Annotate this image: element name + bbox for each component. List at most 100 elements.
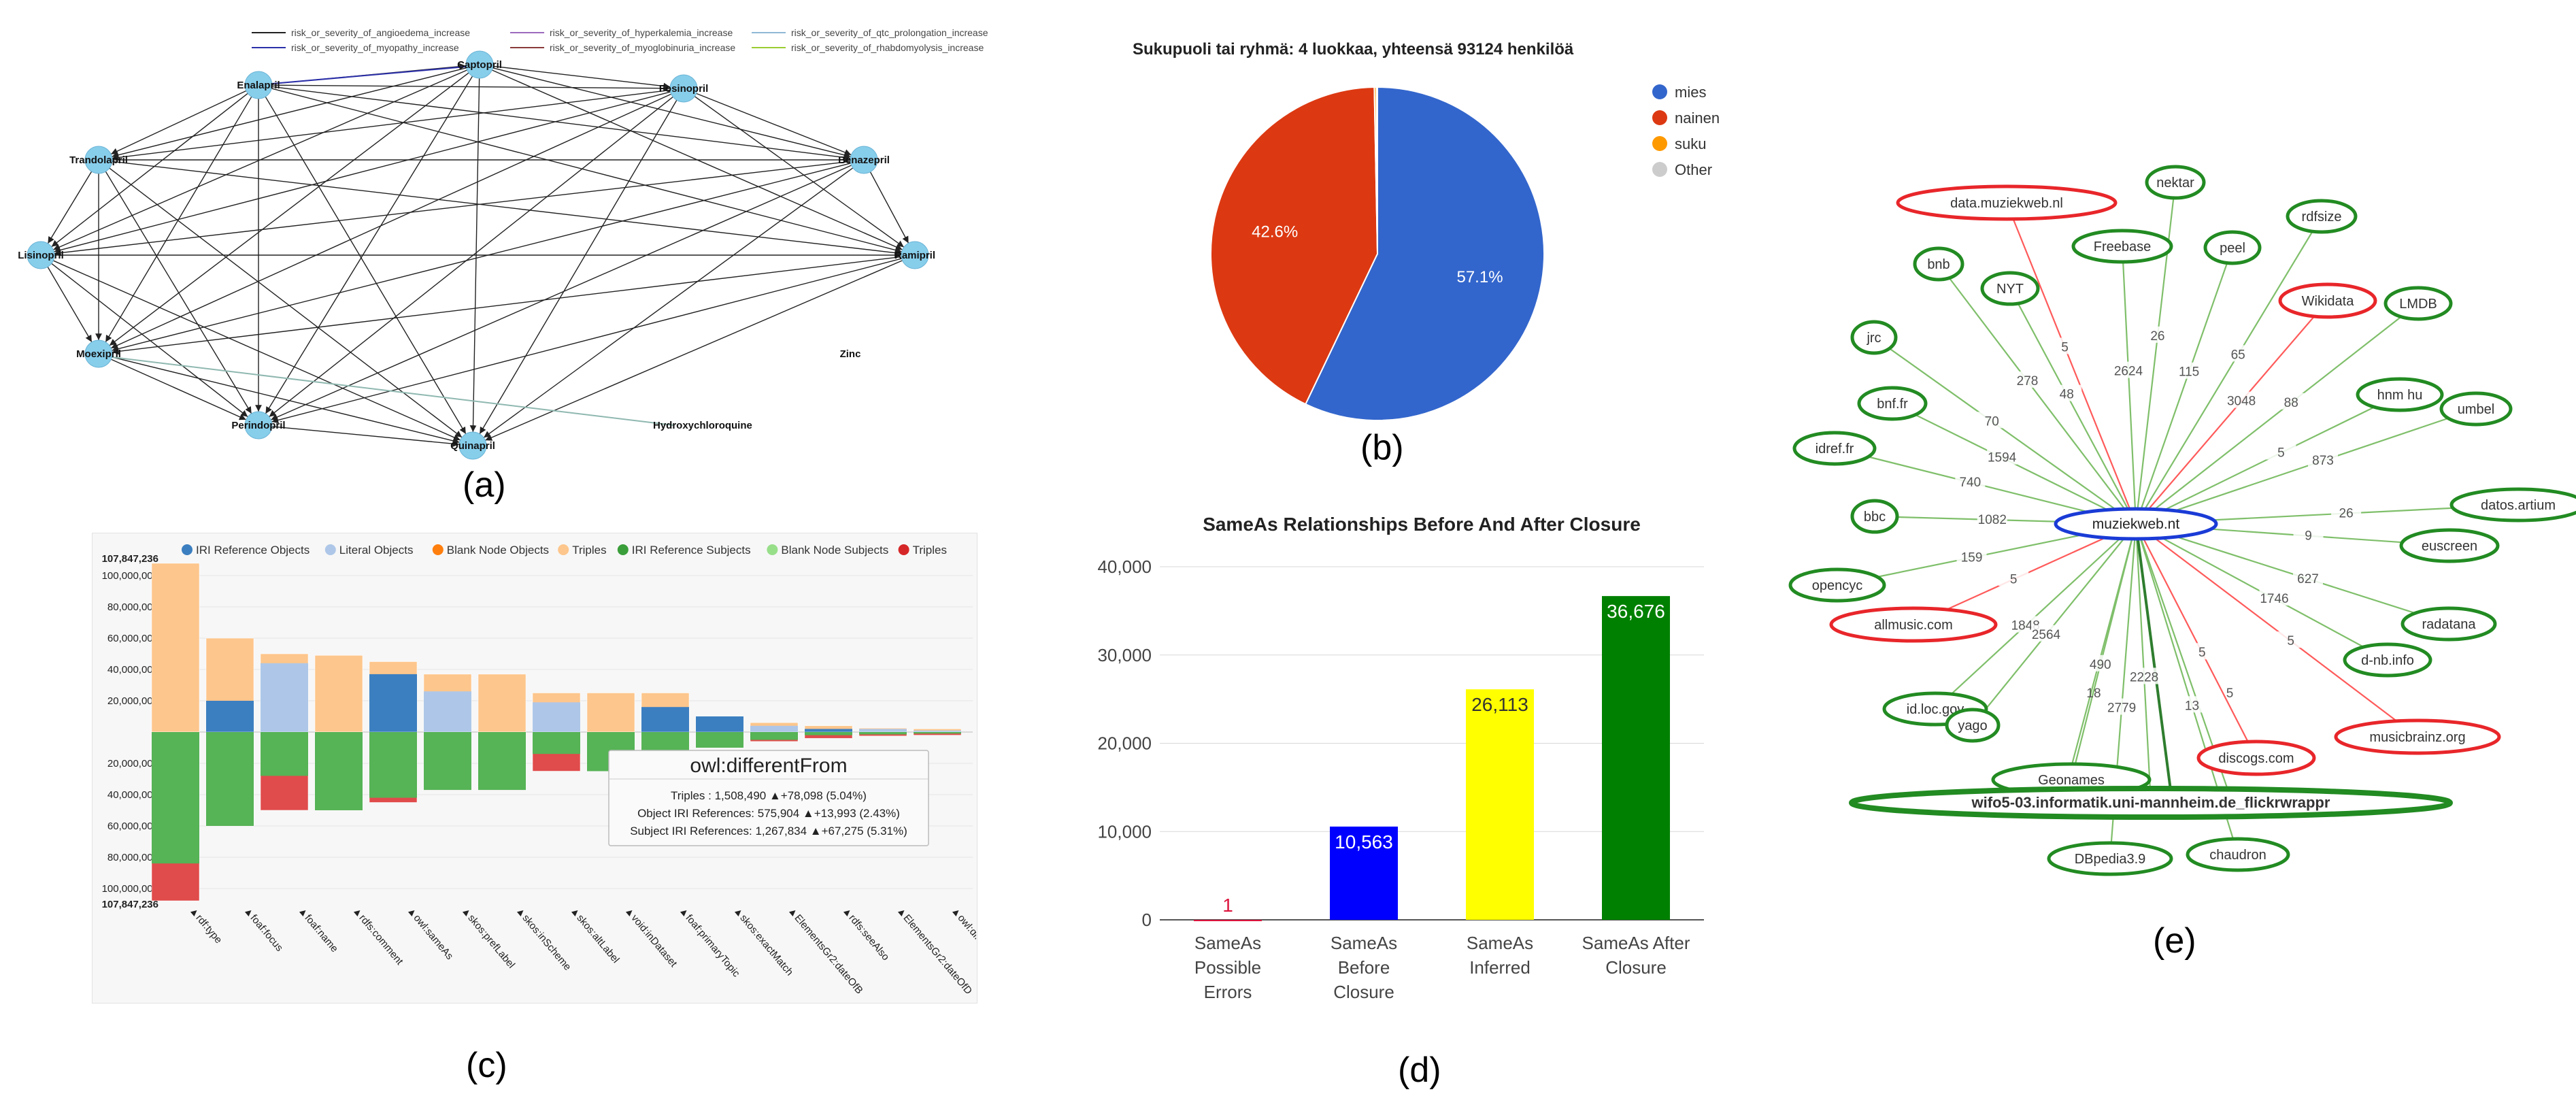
edge-label-bg — [2187, 643, 2218, 660]
panel-label-e: (e) — [2153, 921, 2196, 961]
edge-label-bg — [2107, 698, 2137, 715]
legend-label: Other — [1675, 161, 1712, 178]
network-edge — [479, 99, 678, 435]
x-tick-label: Inferred — [1469, 957, 1530, 978]
bar-triples-up — [586, 693, 635, 733]
node-data-muziekweb-nl — [1896, 184, 2118, 221]
network-edge — [105, 171, 252, 414]
edge-label: 3048 — [2227, 395, 2256, 409]
node-freebase — [2071, 229, 2173, 264]
panel-e-network: 26 5 65 2624 115 278 48 3048 88 70 5 873 1594 740 26 10… — [1788, 165, 2576, 961]
bar-x-labels: SameAs Possible Errors SameAs Before Closure S… — [1194, 933, 1690, 1002]
edge-label-bg — [1987, 448, 2018, 465]
node-nyt — [1980, 271, 2040, 306]
node-label: rdfsize — [2302, 210, 2342, 225]
node-label: NYT — [1996, 282, 2024, 297]
bar-triples-up — [314, 655, 363, 733]
network-edge — [47, 266, 93, 343]
node-d-nb-info — [2343, 642, 2432, 678]
edge-label: 1082 — [1978, 513, 2007, 527]
node-lmdb — [2383, 286, 2453, 321]
edge-label-bg — [1998, 569, 2029, 586]
edge-label: 13 — [2185, 699, 2199, 713]
legend-label: IRI Reference Subjects — [632, 544, 751, 557]
network-edge — [112, 161, 902, 256]
edge-label: 873 — [2312, 454, 2334, 468]
node-opencyc — [1788, 567, 1886, 603]
node-datos-artium — [2449, 487, 2576, 523]
bar-iri-subjects — [315, 732, 363, 810]
edge-label: 2564 — [2032, 628, 2061, 642]
bar-2 — [1466, 689, 1534, 920]
panel-label-b: (b) — [1360, 428, 1404, 467]
edge-label-bg — [2113, 361, 2143, 378]
y-tick-label: 107,847,236 — [102, 553, 158, 565]
legend-label: risk_or_severity_of_myopathy_increase — [291, 42, 459, 53]
network-edge — [47, 171, 93, 244]
network-node-label: Hydroxychloroquine — [653, 420, 752, 431]
pie-slices: 57.1% 42.6% — [1210, 86, 1545, 421]
network-node — [27, 241, 55, 269]
node-label: bnb — [1927, 257, 1950, 272]
edge-label-bg — [2276, 393, 2307, 410]
node-label: d-nb.info — [2361, 653, 2414, 668]
panel-label-c: (c) — [466, 1046, 507, 1085]
node-hnm-hu — [2356, 377, 2444, 412]
pie-slice-nainen — [1210, 86, 1379, 405]
edge-label: 88 — [2284, 396, 2298, 410]
node-label: idref.fr — [1816, 442, 1854, 457]
node-discogs-com — [2196, 740, 2316, 776]
node-nektar — [2145, 165, 2206, 200]
network-edge — [109, 167, 463, 438]
link-edge — [2135, 303, 2419, 525]
network-node-label: Perindopril — [231, 420, 285, 431]
bar-literal-objects — [859, 729, 907, 732]
legend-swatch — [898, 544, 909, 555]
bar-iri-subjects — [914, 732, 961, 734]
node-label: chaudron — [2209, 848, 2266, 863]
bar-value-label: 1 — [1222, 895, 1233, 916]
y-tick-label: 80,000,000 — [107, 601, 158, 613]
edge-label: 2624 — [2114, 365, 2143, 379]
node-wifo5-03-informatik-uni-mannheim-de-flickrwrappr — [1849, 786, 2453, 820]
tooltip-line: Subject IRI References: 1,267,834 ▲+67,2… — [630, 825, 907, 838]
link-edge — [1873, 337, 2137, 525]
network-edge — [51, 263, 248, 418]
edge-label-bg — [2275, 631, 2306, 648]
network-edge — [54, 161, 851, 256]
edge-label: 70 — [1985, 414, 1999, 429]
y-tick-label: 60,000,000 — [107, 820, 158, 832]
link-nodes: nektar data.muziekweb.nl rdfsize Freebase pe… — [1788, 165, 2576, 876]
bar-1 — [1330, 826, 1398, 920]
node-peel — [2203, 230, 2262, 265]
edge-label-bg — [2266, 443, 2296, 460]
node-label: DBpedia3.9 — [2075, 852, 2146, 867]
network-edge — [112, 163, 851, 352]
center-node-label: muziekweb.nt — [2092, 516, 2180, 532]
node-label: Geonames — [2038, 773, 2105, 788]
legend-swatch — [617, 544, 629, 555]
x-tick-label: ▲foaf:name — [296, 905, 340, 955]
network-node — [850, 146, 878, 174]
edge-label: 18 — [2086, 686, 2101, 701]
legend-label: risk_or_severity_of_qtc_prolongation_inc… — [791, 27, 988, 38]
edge-label: 2228 — [2130, 671, 2158, 685]
node-label: wifo5-03.informatik.uni-mannheim.de_flic… — [1971, 794, 2330, 811]
network-edge — [112, 89, 671, 161]
edge-label: 26 — [2339, 507, 2354, 521]
bar-iri-subjects — [152, 732, 199, 864]
edge-label: 5 — [2198, 646, 2206, 660]
legend-swatch — [1652, 136, 1667, 151]
link-edge — [2135, 216, 2322, 525]
bar-iri-objects — [369, 674, 417, 732]
legend-label: risk_or_severity_of_rhabdomyolysis_incre… — [791, 42, 984, 53]
link-edge — [2135, 523, 2152, 803]
node-wikidata — [2278, 282, 2377, 319]
edge-label-bg — [2012, 371, 2043, 388]
network-edge — [265, 96, 467, 435]
network-node-label: Quinapril — [450, 440, 495, 452]
bar-iri-subjects — [478, 732, 526, 791]
network-edge — [271, 258, 902, 424]
y-tick-label: 30,000 — [1097, 645, 1152, 665]
edge-label-bg — [2226, 391, 2257, 408]
